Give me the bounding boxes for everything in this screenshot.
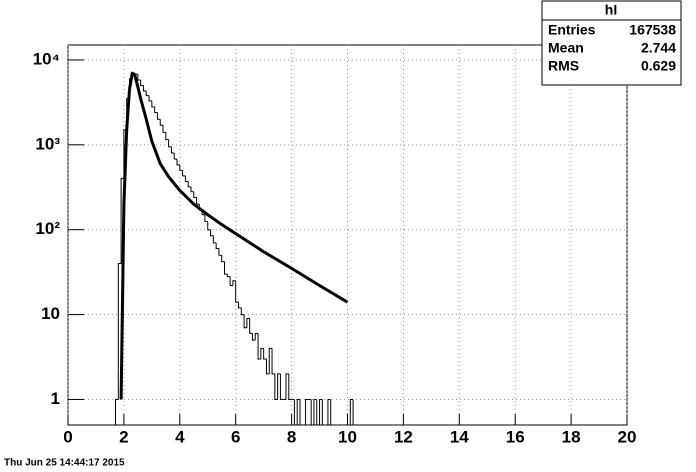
histogram-bin [162, 125, 166, 133]
histogram-bin [168, 139, 172, 148]
stats-box [541, 0, 682, 86]
histogram-bin [330, 399, 334, 426]
histogram-bin [243, 314, 247, 329]
histogram-bin [237, 302, 242, 309]
histogram-bin [305, 398, 309, 425]
histogram-bin [145, 91, 150, 97]
histogram-bin [117, 262, 122, 400]
histogram-bin [288, 373, 292, 400]
histogram-bin [274, 373, 278, 400]
y-tick-label: 1 [51, 389, 60, 408]
histogram-bin [257, 333, 261, 360]
histogram-bin [254, 332, 259, 341]
histogram-bin [156, 112, 161, 120]
histogram-bin [260, 347, 264, 359]
histogram-bin [193, 191, 197, 198]
histogram-bin [221, 255, 225, 263]
histogram-bin [120, 178, 124, 264]
y-tick-label: 10³ [35, 134, 60, 153]
histogram-bin [279, 373, 284, 400]
histogram-bin [310, 399, 314, 426]
x-tick-label: 20 [618, 427, 637, 446]
histogram-bin [204, 214, 208, 222]
histogram-bin [296, 398, 300, 425]
histogram-bin [173, 153, 178, 160]
x-tick-label: 18 [562, 427, 581, 446]
stats-value: 167538 [629, 22, 676, 38]
stats-value: 0.629 [641, 58, 676, 74]
histogram-bin [154, 106, 158, 114]
histogram-bin [327, 398, 331, 425]
histogram-bin [176, 159, 180, 166]
histogram-bin [268, 347, 273, 374]
histogram-bin [349, 398, 354, 425]
x-tick-label: 14 [450, 427, 469, 446]
histogram-bin [229, 276, 233, 287]
y-tick-label: 10 [41, 304, 60, 323]
date-stamp: Thu Jun 25 14:44:17 2015 [4, 458, 125, 469]
histogram-bin [140, 80, 144, 86]
histogram-bin [179, 164, 183, 171]
histogram-bin [207, 221, 211, 231]
stats-label: Entries [548, 22, 596, 38]
histogram-bin [187, 181, 191, 188]
histogram-bin [271, 348, 275, 375]
histogram-bin [285, 373, 289, 400]
histogram-bin [170, 146, 175, 154]
histogram-bin [159, 119, 164, 126]
histogram-bin [212, 235, 217, 244]
histogram-bin [321, 399, 326, 426]
histogram-bin [293, 399, 298, 426]
y-tick-label: 10⁴ [33, 49, 60, 68]
histogram-bin [263, 348, 267, 360]
histogram-bin [316, 399, 320, 426]
histogram-bin [137, 74, 141, 81]
histogram-bin [210, 229, 214, 237]
x-tick-label: 6 [231, 427, 240, 446]
fit-curve [119, 71, 349, 400]
histogram-bin [142, 85, 147, 92]
histogram-bin [224, 261, 228, 275]
stats-value: 2.744 [641, 40, 676, 56]
histogram-bin [299, 399, 303, 426]
histogram-bin [190, 186, 194, 193]
histogram-bin [265, 358, 270, 375]
histogram-bin [196, 197, 200, 205]
histogram-bin [215, 242, 219, 250]
histogram-bin [352, 399, 356, 426]
x-tick-label: 2 [119, 427, 128, 446]
x-tick-label: 0 [63, 427, 72, 446]
x-tick-label: 8 [287, 427, 296, 446]
y-tick-label: 10² [35, 219, 60, 238]
histogram-bin [235, 280, 239, 303]
histogram-bin [319, 398, 323, 425]
histogram-bin [148, 95, 152, 102]
histogram-bin [249, 318, 253, 334]
histogram-bin [313, 398, 317, 425]
histogram-bin [184, 175, 189, 182]
histogram-bin [240, 307, 245, 316]
histogram-bin [277, 373, 281, 400]
stats-label: Mean [548, 40, 584, 56]
histogram-bin [251, 333, 256, 341]
x-tick-label: 10 [338, 427, 357, 446]
stats-label: RMS [548, 58, 579, 74]
stats-title: hI [605, 2, 617, 18]
x-tick-label: 16 [506, 427, 525, 446]
histogram-bin [182, 170, 186, 177]
x-tick-label: 4 [175, 427, 185, 446]
histogram-bin [246, 317, 250, 328]
x-tick-label: 12 [394, 427, 413, 446]
histogram-bin [218, 248, 222, 256]
histogram-bin [165, 132, 169, 141]
histogram-bin [226, 274, 231, 278]
histogram-bin [232, 280, 236, 286]
histogram-bin [151, 100, 155, 108]
histogram-bin [115, 398, 119, 425]
